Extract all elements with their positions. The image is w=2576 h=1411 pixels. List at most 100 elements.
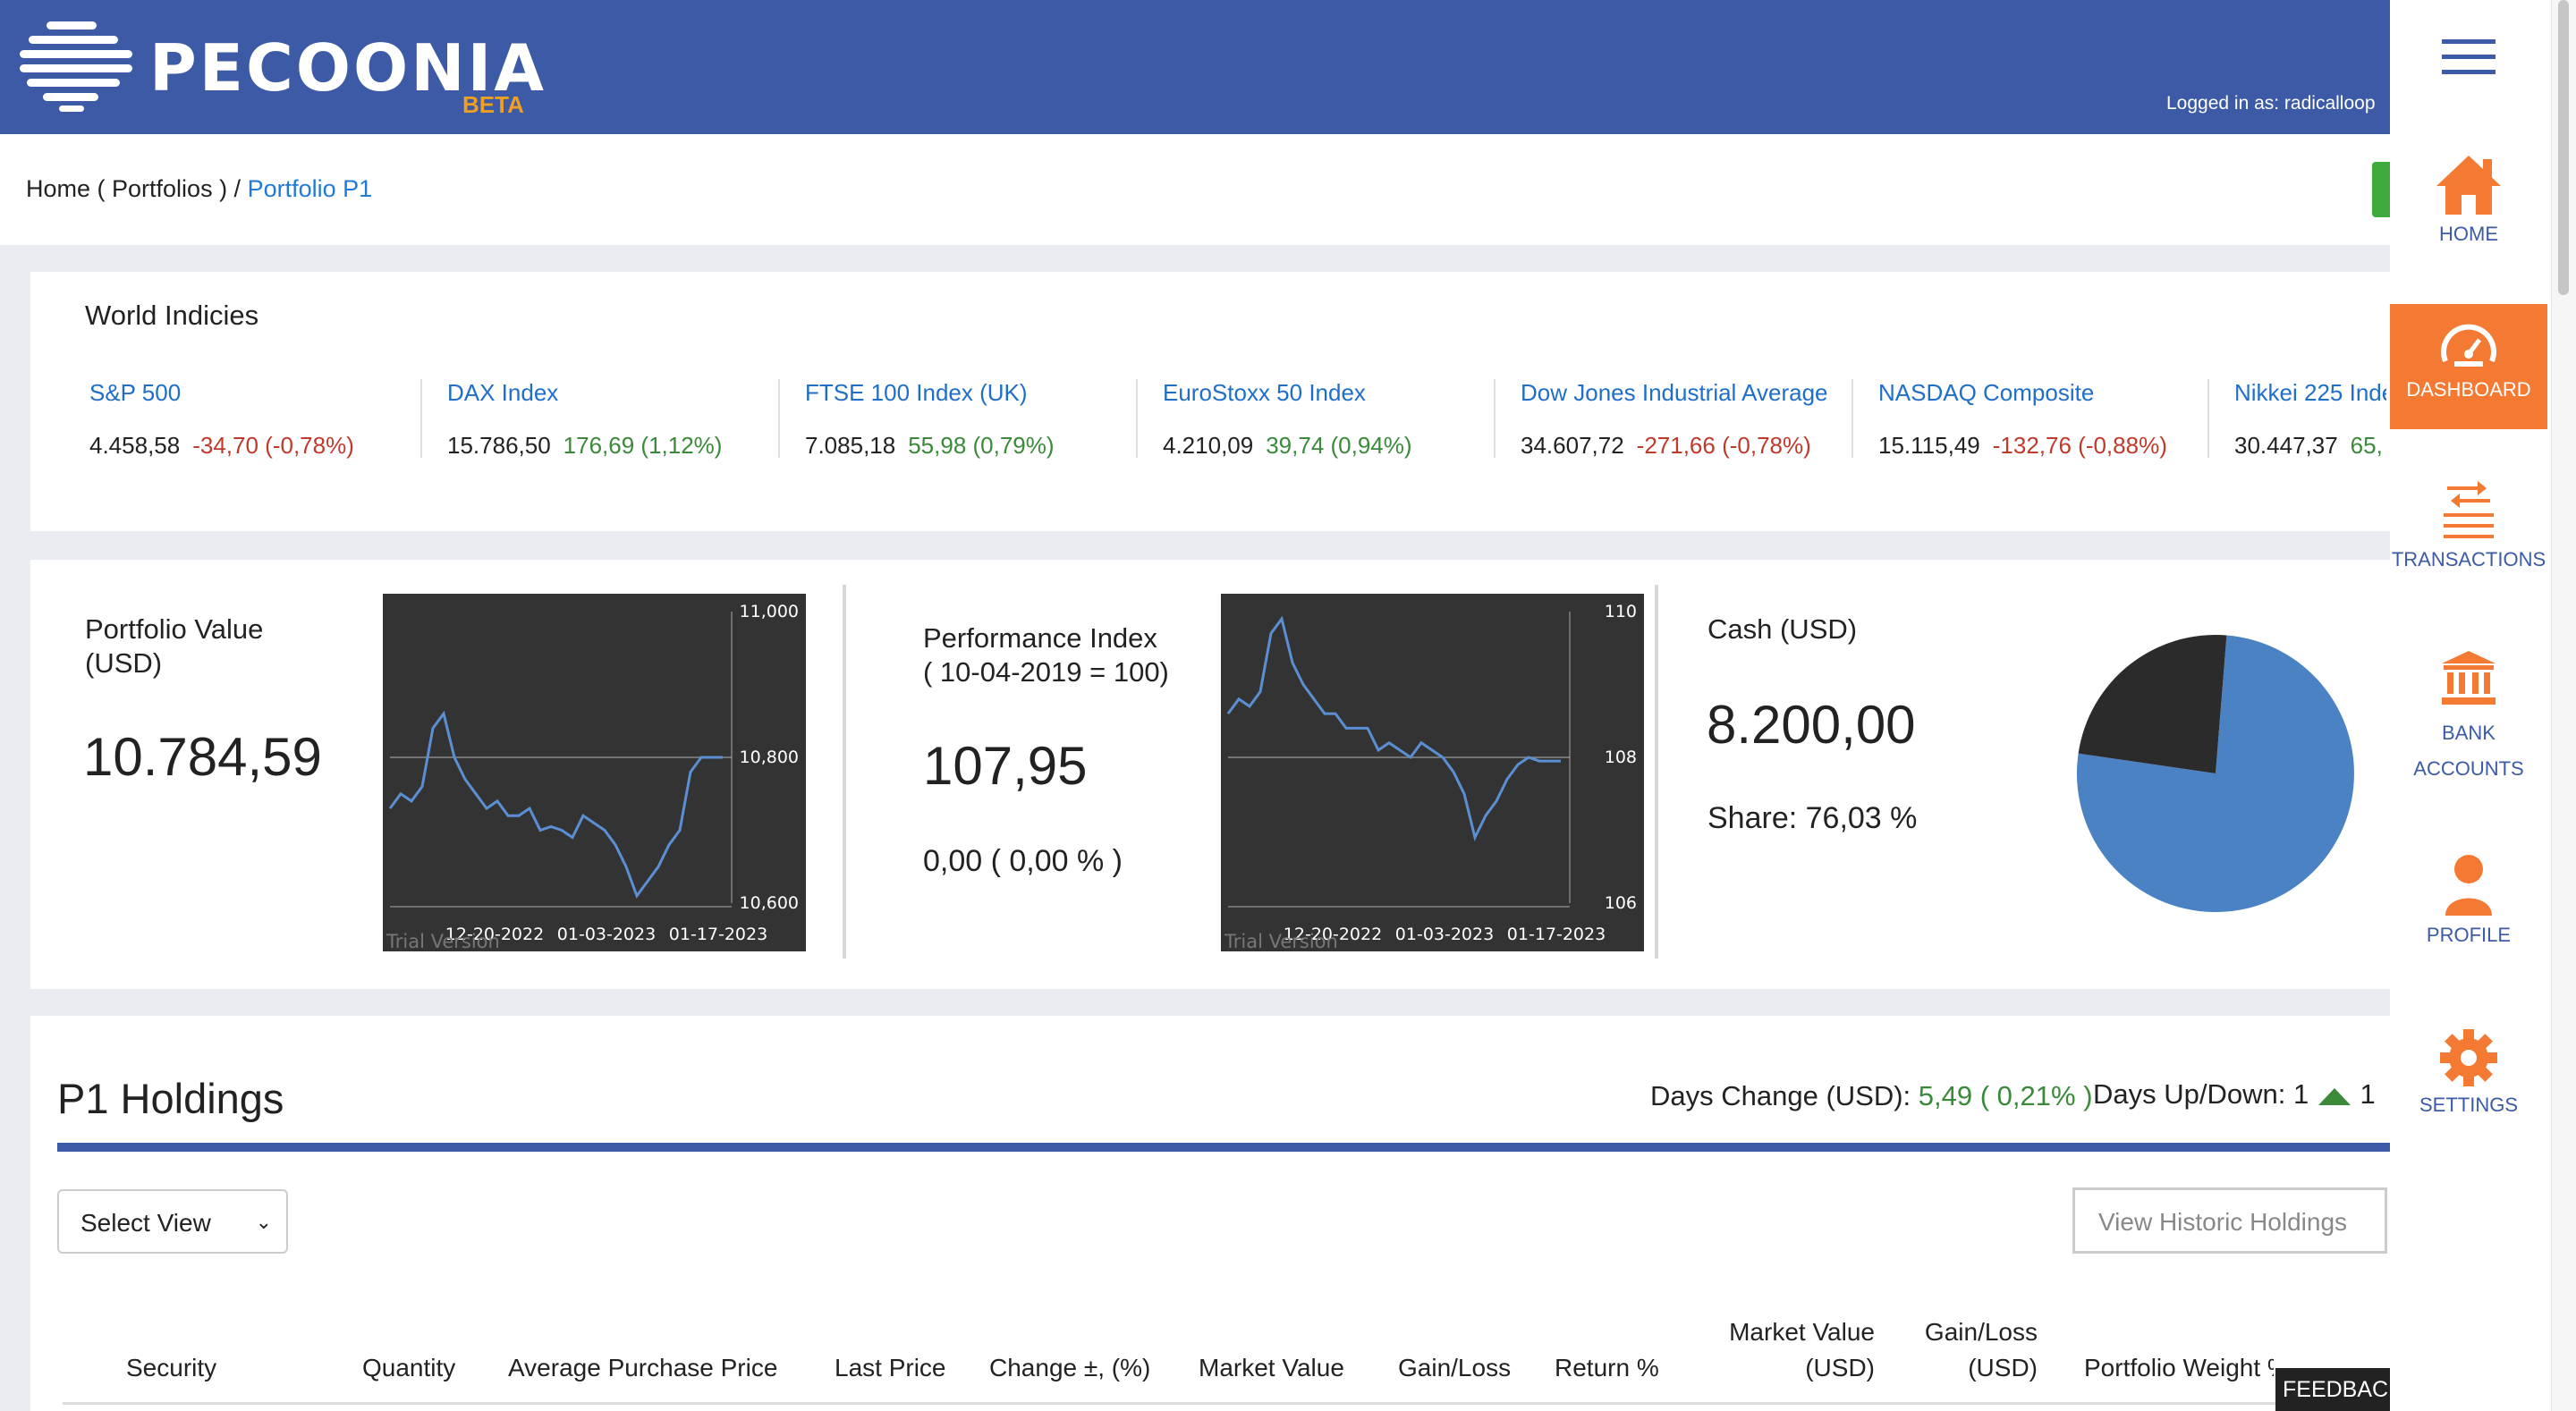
x-tick-label: 01-03-2023 bbox=[557, 925, 656, 944]
performance-index-label: Performance Index ( 10-04-2019 = 100) bbox=[923, 621, 1169, 689]
col-change[interactable]: Change ±, (%) bbox=[989, 1354, 1151, 1381]
top-bar bbox=[0, 0, 2576, 134]
logo-icon bbox=[20, 21, 132, 112]
index-quote: 15.115,49 -132,76 (-0,88%) bbox=[1878, 432, 2167, 460]
y-tick-label: 106 bbox=[1605, 893, 1637, 913]
col-security[interactable]: Security bbox=[126, 1354, 217, 1381]
pie-slice-cash[interactable] bbox=[2076, 635, 2354, 913]
x-tick-label: 01-17-2023 bbox=[1507, 925, 1606, 944]
holdings-title: P1 Holdings bbox=[57, 1075, 284, 1122]
cash-value: 8.200,00 bbox=[1707, 695, 1916, 755]
index-quote: 30.447,37 65, bbox=[2234, 432, 2386, 460]
index-change: 55,98 (0,79%) bbox=[908, 432, 1055, 459]
index-value: 4.458,58 bbox=[89, 432, 181, 459]
index-name[interactable]: NASDAQ Composite bbox=[1878, 379, 2095, 406]
index-quote: 4.210,09 39,74 (0,94%) bbox=[1163, 432, 1412, 460]
scrollbar-thumb[interactable] bbox=[2558, 0, 2569, 295]
y-tick-label: 10,600 bbox=[740, 893, 799, 913]
days-up-down: Days Up/Down: 1 1 bbox=[2093, 1078, 2376, 1111]
index-divider bbox=[2207, 379, 2209, 458]
days-change: Days Change (USD): 5,49 ( 0,21% ) bbox=[1650, 1080, 2093, 1112]
feedback-button[interactable]: FEEDBACK bbox=[2275, 1368, 2390, 1411]
line-chart-svg: 110 108 106 12-20-2022 01-03-2023 01-17-2023 T… bbox=[1224, 602, 1637, 951]
col-gain-loss-usd[interactable]: Gain/Loss (USD) bbox=[1896, 1314, 2038, 1386]
performance-index-change: 0,00 ( 0,00 % ) bbox=[923, 844, 1123, 878]
cash-pie-chart bbox=[2076, 635, 2354, 913]
view-historic-holdings-button[interactable]: View Historic Holdings bbox=[2072, 1187, 2387, 1254]
index-quote: 15.786,50 176,69 (1,12%) bbox=[447, 432, 722, 460]
brand-name: PECOONIA bbox=[149, 30, 547, 106]
up-arrow-icon bbox=[2318, 1087, 2351, 1105]
index-item[interactable]: Nikkei 225 Index 30.447,37 65, bbox=[2234, 379, 2386, 460]
nav-dashboard[interactable]: DASHBOARD bbox=[2390, 304, 2547, 429]
nav-settings[interactable]: SETTINGS bbox=[2390, 1028, 2547, 1145]
index-name[interactable]: Dow Jones Industrial Average bbox=[1521, 379, 1828, 406]
col-market-value-usd[interactable]: Market Value (USD) bbox=[1717, 1314, 1875, 1386]
holdings-panel bbox=[30, 1016, 2390, 1411]
nav-profile-label: PROFILE bbox=[2426, 924, 2512, 946]
portfolio-value-label: Portfolio Value (USD) bbox=[85, 613, 264, 679]
col-portfolio-weight[interactable]: Portfolio Weight % bbox=[2084, 1354, 2274, 1381]
index-change: -34,70 (-0,78%) bbox=[192, 432, 354, 459]
user-icon bbox=[2445, 855, 2492, 916]
breadcrumb-current[interactable]: Portfolio P1 bbox=[247, 175, 373, 202]
col-market-value[interactable]: Market Value bbox=[1199, 1354, 1344, 1381]
index-item[interactable]: EuroStoxx 50 Index 4.210,09 39,74 (0,94%) bbox=[1163, 379, 1412, 460]
nav-settings-label: SETTINGS bbox=[2419, 1094, 2518, 1116]
nav-home[interactable]: HOME bbox=[2390, 152, 2547, 268]
index-name[interactable]: Nikkei 225 Index bbox=[2234, 379, 2386, 406]
index-change: -132,76 (-0,88%) bbox=[1992, 432, 2167, 459]
performance-index-title: Performance Index bbox=[923, 622, 1157, 654]
menu-button[interactable] bbox=[2390, 36, 2547, 98]
col-return[interactable]: Return % bbox=[1555, 1354, 1659, 1381]
select-view-dropdown[interactable]: Select View ⌄ bbox=[57, 1189, 288, 1254]
index-quote: 34.607,72 -271,66 (-0,78%) bbox=[1521, 432, 1828, 460]
index-item[interactable]: S&P 500 4.458,58 -34,70 (-0,78%) bbox=[89, 379, 354, 460]
col-market-value-usd-line1: Market Value bbox=[1729, 1318, 1875, 1346]
breadcrumb-home[interactable]: Home ( Portfolios ) / bbox=[26, 175, 242, 202]
index-divider bbox=[778, 379, 780, 458]
nav-bank-accounts[interactable]: BANK ACCOUNTS bbox=[2390, 649, 2547, 801]
world-indices-title: World Indicies bbox=[85, 300, 259, 331]
logged-in-text: Logged in as: radicalloop bbox=[2166, 93, 2376, 114]
select-view-value: Select View bbox=[80, 1209, 211, 1237]
index-value: 15.786,50 bbox=[447, 432, 551, 459]
index-quote: 4.458,58 -34,70 (-0,78%) bbox=[89, 432, 354, 460]
beta-badge: BETA bbox=[462, 91, 524, 118]
x-tick-label: 12-20-2022 bbox=[1284, 925, 1382, 944]
index-value: 4.210,09 bbox=[1163, 432, 1254, 459]
breadcrumb: Home ( Portfolios ) / Portfolio P1 bbox=[26, 175, 372, 203]
nav-profile[interactable]: PROFILE bbox=[2390, 853, 2547, 969]
nav-transactions[interactable]: TRANSACTIONS bbox=[2390, 479, 2547, 596]
col-gain-loss[interactable]: Gain/Loss bbox=[1398, 1354, 1512, 1381]
days-change-label: Days Change (USD): bbox=[1650, 1080, 1911, 1111]
index-divider bbox=[1852, 379, 1853, 458]
index-item[interactable]: FTSE 100 Index (UK) 7.085,18 55,98 (0,79%) bbox=[805, 379, 1055, 460]
table-header-rule bbox=[63, 1402, 2388, 1405]
index-name[interactable]: S&P 500 bbox=[89, 379, 182, 406]
index-item[interactable]: DAX Index 15.786,50 176,69 (1,12%) bbox=[447, 379, 722, 460]
cash-share: Share: 76,03 % bbox=[1707, 801, 1918, 835]
index-item[interactable]: NASDAQ Composite 15.115,49 -132,76 (-0,88%… bbox=[1878, 379, 2167, 460]
performance-index-value: 107,95 bbox=[923, 736, 1088, 796]
index-divider bbox=[1494, 379, 1496, 458]
trial-watermark: Trial Version bbox=[386, 931, 500, 951]
divider bbox=[1655, 585, 1658, 959]
index-name[interactable]: EuroStoxx 50 Index bbox=[1163, 379, 1366, 406]
index-item[interactable]: Dow Jones Industrial Average 34.607,72 -27… bbox=[1521, 379, 1828, 460]
index-name[interactable]: FTSE 100 Index (UK) bbox=[805, 379, 1028, 406]
col-average-purchase-price[interactable]: Average Purchase Price bbox=[508, 1354, 778, 1381]
hamburger-icon bbox=[2442, 39, 2496, 74]
col-last-price[interactable]: Last Price bbox=[835, 1354, 946, 1381]
index-name[interactable]: DAX Index bbox=[447, 379, 559, 406]
index-value: 30.447,37 bbox=[2234, 432, 2338, 459]
nav-home-label: HOME bbox=[2439, 223, 2498, 245]
pie-slice-holdings[interactable] bbox=[2078, 635, 2227, 773]
scrollbar[interactable] bbox=[2551, 0, 2576, 1411]
index-change: 65, bbox=[2350, 432, 2383, 459]
col-quantity[interactable]: Quantity bbox=[362, 1354, 456, 1381]
logo[interactable]: PECOONIA BETA bbox=[20, 20, 544, 118]
side-nav bbox=[2390, 0, 2551, 1411]
action-button[interactable] bbox=[2372, 162, 2390, 217]
y-tick-label: 10,800 bbox=[740, 748, 799, 767]
